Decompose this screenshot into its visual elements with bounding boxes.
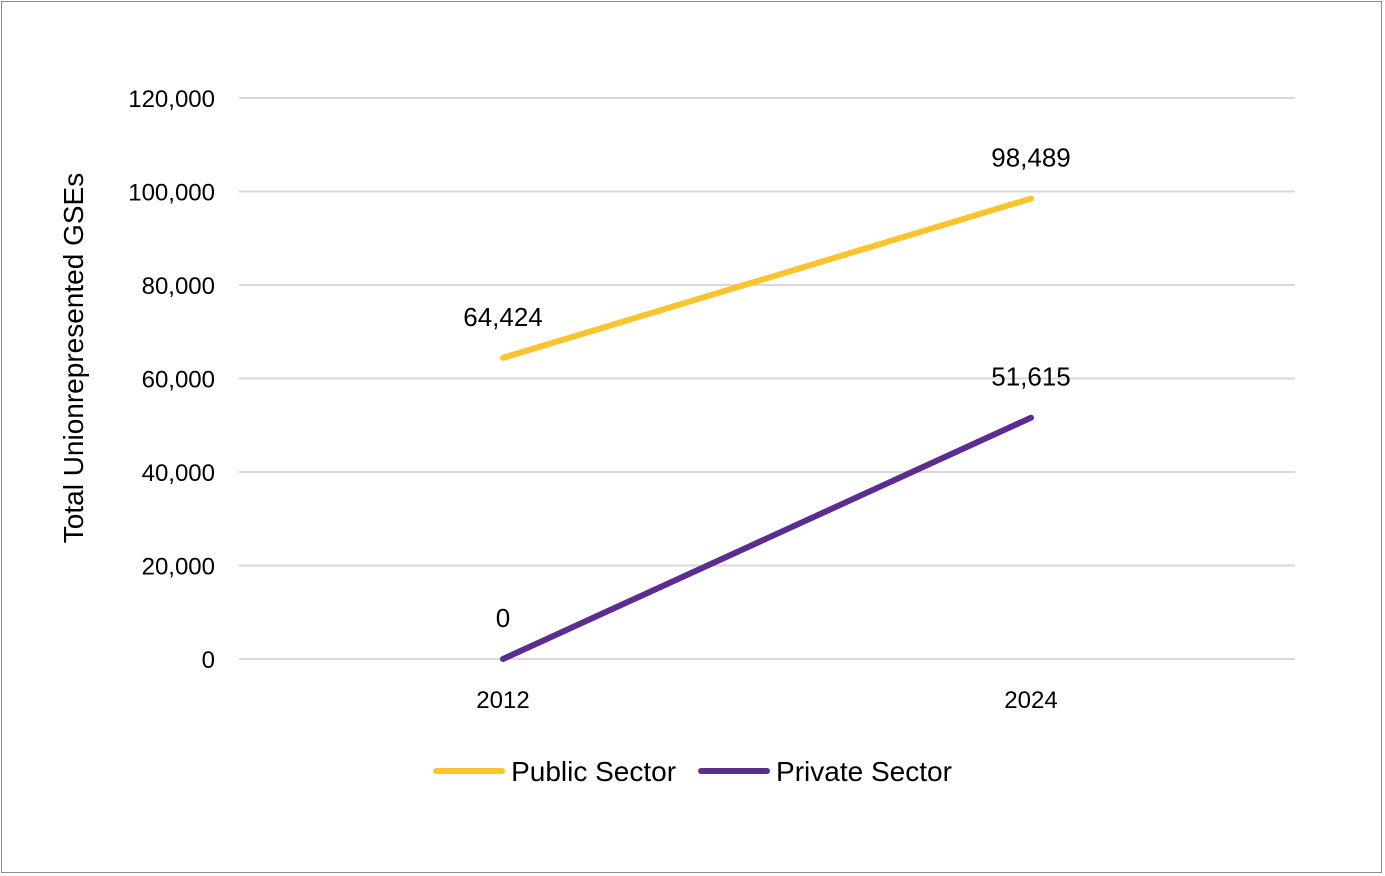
y-axis-ticks: 0 20,000 40,000 60,000 80,000 100,000 120,000 [128,86,215,674]
y-axis-title: Total Unionrepresented GSEs [58,173,89,543]
data-label: 0 [496,603,510,633]
legend: Public Sector Private Sector [433,756,952,787]
gridlines [239,97,1295,660]
y-tick-label: 0 [202,647,215,674]
data-label: 98,489 [991,143,1071,173]
data-labels: 64,424 98,489 0 51,615 [463,143,1071,633]
y-tick-label: 120,000 [128,86,215,113]
series-lines [500,195,1034,662]
legend-label: Private Sector [776,756,952,787]
series-line [500,195,1034,361]
data-label: 64,424 [463,302,543,332]
y-tick-label: 20,000 [142,554,215,581]
y-tick-label: 80,000 [142,273,215,300]
series-line [500,414,1034,662]
x-tick-label: 2012 [476,687,529,714]
legend-label: Public Sector [511,756,676,787]
x-tick-label: 2024 [1004,687,1057,714]
data-label: 51,615 [991,362,1071,392]
y-tick-label: 100,000 [128,180,215,207]
x-axis-ticks: 2012 2024 [476,687,1057,714]
y-tick-label: 40,000 [142,460,215,487]
y-tick-label: 60,000 [142,367,215,394]
